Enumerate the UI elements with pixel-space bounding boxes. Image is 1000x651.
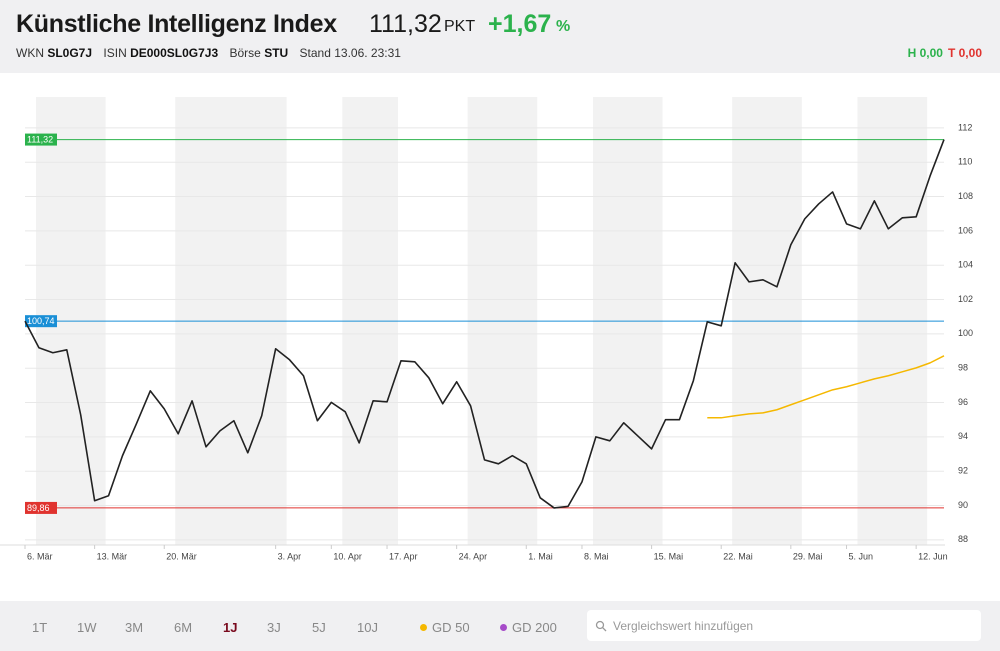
legend-swatch: [420, 624, 427, 631]
x-tick-label: 12. Jun: [918, 551, 948, 561]
low: T 0,00: [947, 46, 982, 60]
search-placeholder: Vergleichswert hinzufügen: [613, 619, 754, 633]
y-tick-label: 102: [958, 294, 973, 304]
y-tick-label: 88: [958, 534, 968, 544]
legend-item[interactable]: GD 50: [420, 620, 470, 635]
range-button[interactable]: 1T: [32, 620, 48, 635]
x-tick-label: 17. Apr: [389, 551, 418, 561]
reference-label: 89,86: [27, 503, 50, 513]
y-tick-label: 108: [958, 191, 973, 201]
x-tick-label: 1. Mai: [528, 551, 553, 561]
change: +1,67: [488, 10, 552, 38]
x-tick-label: 24. Apr: [459, 551, 488, 561]
range-button[interactable]: 6M: [174, 620, 193, 635]
x-tick-label: 6. Mär: [27, 551, 53, 561]
meta-value: DE000SL0G7J3: [130, 46, 219, 60]
y-tick-label: 94: [958, 431, 968, 441]
change-unit: %: [556, 18, 571, 35]
legend-label: GD 200: [512, 620, 557, 635]
legend-item[interactable]: GD 200: [500, 620, 557, 635]
x-tick-label: 22. Mai: [723, 551, 753, 561]
y-tick-label: 106: [958, 225, 973, 235]
meta-value: STU: [264, 46, 289, 60]
x-tick-label: 5. Jun: [849, 551, 874, 561]
reference-label: 100,74: [27, 316, 55, 326]
y-tick-label: 104: [958, 260, 973, 270]
meta-label: WKN: [16, 46, 44, 60]
reference-label-box: [25, 501, 57, 514]
series-line: [707, 355, 945, 419]
price: 111,32: [369, 10, 442, 38]
x-tick-label: 3. Apr: [278, 551, 302, 561]
legend-label: GD 50: [432, 620, 470, 635]
high: H 0,00: [907, 46, 943, 60]
x-tick-label: 8. Mai: [584, 551, 609, 561]
x-tick-label: 15. Mai: [654, 551, 684, 561]
meta: WKN SL0G7J ISIN DE000SL0G7J3 Börse STU S…: [16, 46, 401, 60]
x-tick-label: 29. Mai: [793, 551, 823, 561]
y-tick-label: 112: [958, 122, 972, 132]
x-tick-label: 13. Mär: [97, 551, 128, 561]
series-line: [24, 139, 945, 509]
meta-label: Stand 13.06. 23:31: [299, 46, 401, 60]
chart: 88 90 92 94 96 98 100 102 104 106 108 110 112 6. Mär 1…: [0, 73, 1000, 601]
y-tick-label: 92: [958, 466, 968, 476]
reference-label-box: [25, 315, 57, 328]
legend-swatch: [500, 624, 507, 631]
y-tick-label: 96: [958, 397, 968, 407]
search-box[interactable]: Vergleichswert hinzufügen: [587, 610, 981, 641]
y-tick-label: 90: [958, 500, 968, 510]
y-tick-label: 100: [958, 328, 973, 338]
price-unit: PKT: [444, 18, 476, 35]
y-tick-label: 98: [958, 363, 968, 373]
range-button[interactable]: 1W: [77, 620, 97, 635]
high-low: H 0,00 T 0,00: [908, 46, 982, 60]
range-button[interactable]: 3M: [125, 620, 144, 635]
range-button[interactable]: 3J: [267, 620, 281, 635]
x-tick-label: 20. Mär: [166, 551, 197, 561]
x-tick-label: 10. Apr: [333, 551, 362, 561]
header: Künstliche Intelligenz Index 111,32 PKT …: [0, 0, 1000, 73]
range-button[interactable]: 5J: [312, 620, 326, 635]
toolbar: 1T 1W 3M 6M 1J 3J 5J 10J GD 50 GD 200 Ve…: [0, 601, 1000, 651]
search-icon: [595, 620, 607, 632]
range-button[interactable]: 1J: [223, 620, 238, 635]
title: Künstliche Intelligenz Index: [16, 10, 337, 38]
meta-value: SL0G7J: [47, 46, 93, 60]
reference-label: 111,32: [27, 134, 53, 144]
y-tick-label: 110: [958, 157, 972, 167]
range-button[interactable]: 10J: [357, 620, 378, 635]
meta-label: ISIN: [103, 46, 127, 60]
reference-label-box: [25, 133, 57, 146]
meta-label: Börse: [229, 46, 261, 60]
